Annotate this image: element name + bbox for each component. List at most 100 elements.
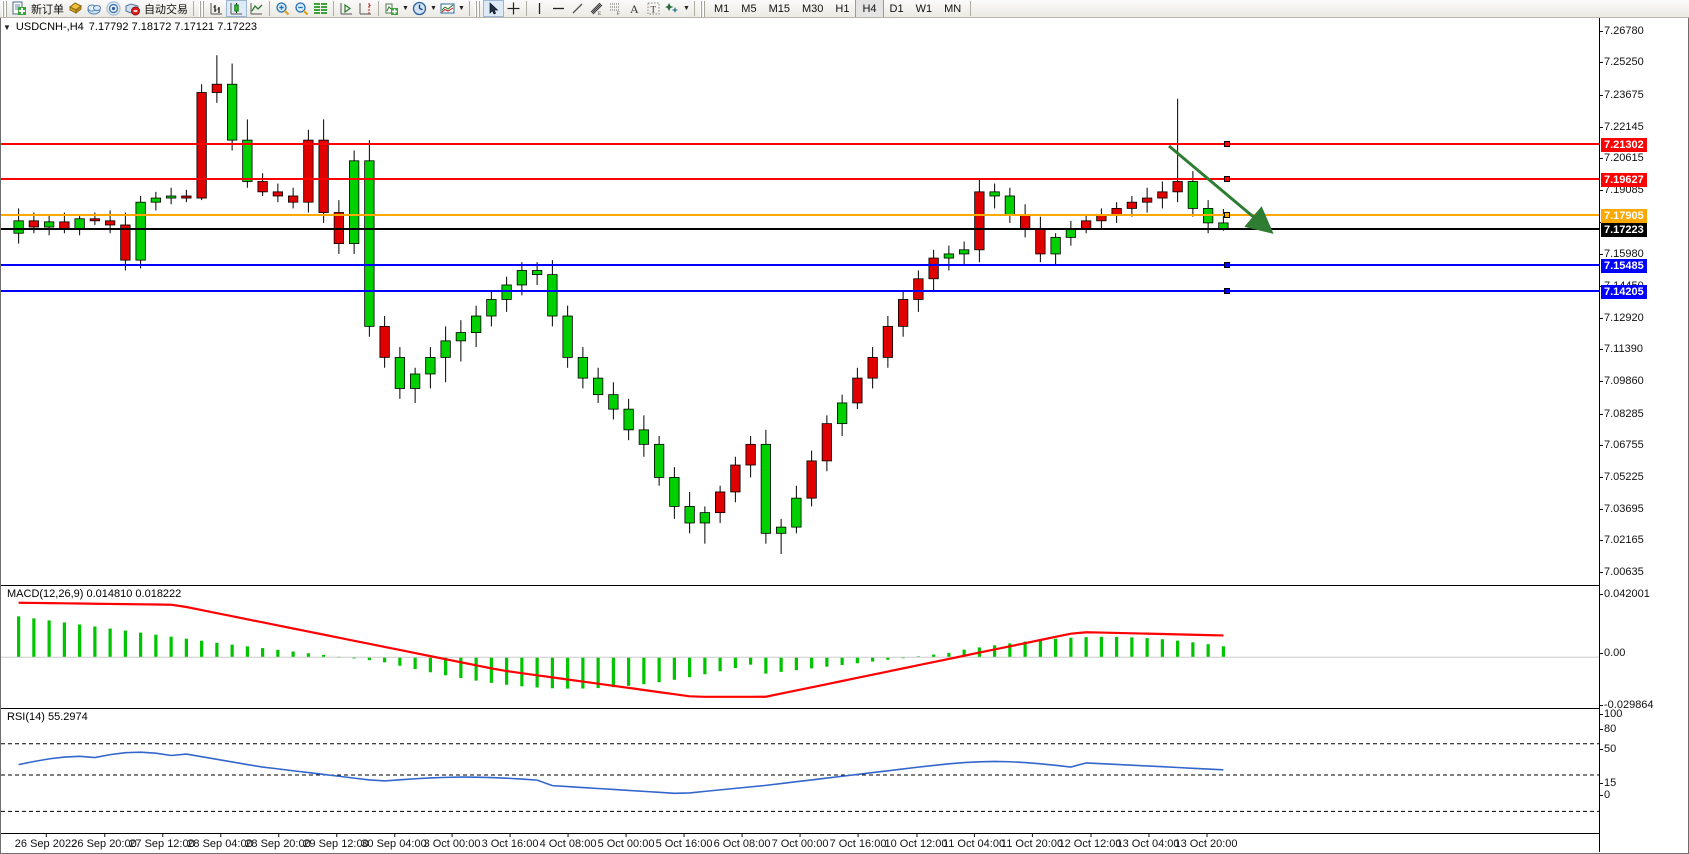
timeframe-m30[interactable]: M30	[801, 2, 824, 15]
toolbar-separator-8	[970, 1, 972, 16]
chart-shift-marker-icon[interactable]	[356, 0, 375, 17]
cursor-icon[interactable]	[483, 0, 504, 17]
macd-plot	[1, 601, 1600, 698]
toolbar-grip-2[interactable]	[199, 0, 205, 17]
trendline-icon[interactable]	[568, 0, 587, 17]
time-tick-label: 29 Sep 12:00	[303, 833, 369, 850]
level-line-support-1[interactable]	[1, 261, 1600, 268]
level-line-support-2[interactable]	[1, 288, 1600, 295]
timeframe-m1[interactable]: M1	[714, 2, 730, 15]
level-handle[interactable]	[1224, 288, 1230, 295]
new-order-label[interactable]: 新订单	[31, 3, 64, 16]
expert-advisor-icon[interactable]	[66, 0, 85, 17]
macd-pane[interactable]: MACD(12,26,9) 0.014810 0.018222	[1, 585, 1600, 705]
toolbar-grip-3[interactable]	[475, 0, 481, 17]
price-tick: 7.00635	[1600, 565, 1644, 578]
timeframe-h1[interactable]: H1	[835, 2, 850, 15]
timeframe-mn[interactable]: MN	[944, 2, 962, 15]
timeframe-w1[interactable]: W1	[915, 2, 933, 15]
zoom-in-icon[interactable]	[273, 0, 292, 17]
time-tick-label: 4 Oct 08:00	[539, 833, 597, 850]
chart-ohlc-label: 7.17792 7.18172 7.17121 7.17223	[88, 21, 257, 33]
text-icon[interactable]: A	[625, 0, 644, 17]
rsi-label: RSI(14) 55.2974	[5, 711, 90, 723]
auto-scroll-icon[interactable]	[337, 0, 356, 17]
period-dropdown-arrow[interactable]: ▼	[430, 5, 437, 12]
toolbar-grip-4[interactable]	[700, 0, 706, 17]
text-label-icon[interactable]: T	[644, 0, 663, 17]
price-scale[interactable]: 7.26780 7.25250 7.23675 7.22145 7.20615 7.190…	[1599, 18, 1688, 852]
autotrade-stop-icon[interactable]	[123, 0, 142, 17]
price-tick: 7.23675	[1600, 89, 1644, 102]
chart-shift-icon[interactable]	[311, 0, 330, 17]
time-tick-label: 26 Sep 2022	[14, 833, 78, 850]
timeframe-m5[interactable]: M5	[741, 2, 757, 15]
price-tag-resistance-1: 7.19627	[1601, 172, 1647, 187]
timeframe-m15[interactable]: M15	[768, 2, 790, 15]
price-tick: 7.11390	[1600, 343, 1643, 356]
level-line-resistance-2[interactable]	[1, 141, 1600, 148]
price-tick: 7.19085	[1600, 184, 1644, 197]
shapes-dropdown-arrow[interactable]: ▼	[683, 5, 690, 12]
svg-text:F: F	[617, 12, 620, 16]
macd-tick: -0.029864	[1600, 699, 1654, 711]
rsi-pane[interactable]: RSI(14) 55.2974	[1, 708, 1600, 833]
timeframe-h4[interactable]: H4	[855, 0, 884, 17]
chart-window[interactable]: ▼ USDCNH-,H4 7.17792 7.18172 7.17121 7.1…	[0, 18, 1689, 854]
timeframe-d1[interactable]: D1	[889, 2, 904, 15]
level-line-resistance-1[interactable]	[1, 175, 1600, 182]
level-handle[interactable]	[1224, 211, 1230, 218]
price-tick: 7.15980	[1600, 248, 1644, 261]
templates-dropdown-arrow[interactable]: ▼	[458, 5, 465, 12]
signals-icon[interactable]	[104, 0, 123, 17]
equidistant-channel-icon[interactable]: E	[587, 0, 606, 17]
rsi-tick: 100	[1599, 708, 1623, 720]
new-order-icon[interactable]	[10, 0, 29, 17]
price-pane[interactable]	[1, 18, 1600, 583]
time-tick-label: 27 Sep 12:00	[129, 833, 195, 850]
price-tick: 7.05225	[1600, 470, 1644, 483]
fibonacci-icon[interactable]: F	[606, 0, 625, 17]
vertical-line-icon[interactable]	[530, 0, 549, 17]
chart-symbol-label: USDCNH-,H4	[15, 21, 84, 33]
toolbar-separator-4	[378, 1, 379, 16]
line-chart-icon[interactable]	[247, 0, 266, 17]
time-tick-label: 11 Oct 20:00	[1000, 833, 1064, 850]
level-handle[interactable]	[1224, 261, 1230, 268]
time-tick-label: 6 Oct 08:00	[713, 833, 771, 850]
chart-title-bar: ▼ USDCNH-,H4 7.17792 7.18172 7.17121 7.1…	[3, 20, 257, 34]
bar-chart-icon[interactable]	[207, 0, 226, 17]
time-tick-label: 13 Oct 04:00	[1116, 833, 1180, 850]
zoom-out-icon[interactable]	[292, 0, 311, 17]
level-handle[interactable]	[1224, 175, 1230, 182]
time-tick-label: 3 Oct 00:00	[423, 833, 481, 850]
chart-menu-caret[interactable]: ▼	[3, 22, 11, 32]
indicator-dropdown-arrow[interactable]: ▼	[402, 5, 409, 12]
horizontal-line-icon[interactable]	[549, 0, 568, 17]
autotrade-label[interactable]: 自动交易	[144, 3, 188, 16]
crosshair-icon[interactable]	[504, 0, 523, 17]
data-window-icon[interactable]	[85, 0, 104, 17]
time-tick-label: 12 Oct 12:00	[1058, 833, 1122, 850]
price-tick: 7.08285	[1600, 407, 1644, 420]
price-tag-support-1: 7.15485	[1601, 258, 1647, 273]
level-line-pivot[interactable]	[1, 211, 1600, 218]
price-tick: 7.03695	[1600, 502, 1644, 515]
price-tick: 7.06755	[1600, 439, 1644, 452]
candlestick-icon[interactable]	[226, 0, 247, 17]
svg-text:A: A	[630, 2, 639, 16]
templates-icon[interactable]	[438, 0, 457, 17]
price-tick: 7.20615	[1600, 152, 1644, 165]
time-tick-label: 28 Sep 04:00	[187, 833, 253, 850]
period-clock-icon[interactable]	[410, 0, 429, 17]
toolbar-separator-3	[333, 1, 334, 16]
toolbar-grip[interactable]	[2, 0, 8, 17]
level-handle[interactable]	[1224, 141, 1230, 148]
level-line-last-price[interactable]	[1, 227, 1600, 230]
toolbar-separator	[193, 1, 194, 16]
price-tick: 7.22145	[1600, 120, 1644, 133]
add-indicator-icon[interactable]	[382, 0, 401, 17]
price-tick: 7.12920	[1600, 311, 1644, 324]
shapes-icon[interactable]	[663, 0, 682, 17]
toolbar-separator-2	[269, 1, 270, 16]
